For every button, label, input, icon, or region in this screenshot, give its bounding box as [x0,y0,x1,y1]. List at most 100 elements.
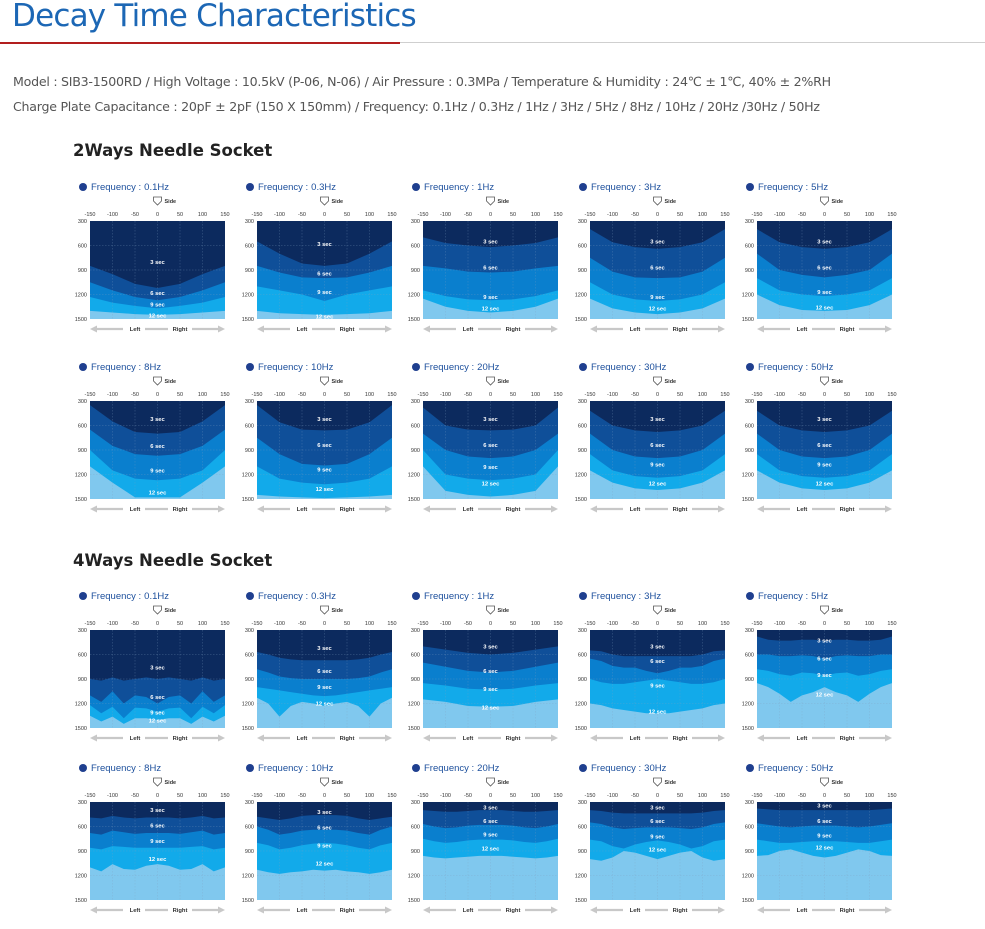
x-tick-label: 150 [220,392,229,398]
frequency-label: Frequency :50Hz [746,763,833,774]
band-region [590,221,725,249]
decay-chart: Side -150 -100 -50 0 50 100 150 300 600 900 1200 150… [242,196,397,333]
x-tick-label: 150 [553,621,562,627]
bullet-dot-icon [79,592,87,600]
y-tick-label: 1200 [242,473,254,479]
band-label: 3 sec [650,644,665,650]
y-tick-label: 300 [578,219,587,225]
y-tick-label: 1500 [575,317,587,323]
x-tick-label: 0 [323,392,326,398]
band-region [90,802,225,819]
decay-chart: Side -150 -100 -50 0 50 100 150 300 600 900 1200 150… [575,605,730,742]
y-tick-label: 300 [245,628,254,634]
y-tick-label: 600 [578,825,587,831]
x-tick-label: 100 [365,621,374,627]
side-label: Side [332,199,344,205]
x-tick-label: -100 [774,621,785,627]
y-tick-label: 600 [745,825,754,831]
frequency-label: Frequency :10Hz [246,763,333,774]
bullet-dot-icon [412,183,420,191]
frequency-label: Frequency :50Hz [746,362,833,373]
side-emitter-icon [320,777,329,787]
left-arrow-icon [257,906,290,914]
left-arrow-icon [590,505,623,513]
decay-chart: Side -150 -100 -50 0 50 100 150 300 600 900 1200 150… [575,376,730,513]
decay-chart: Side -150 -100 -50 0 50 100 150 300 600 900 1200 150… [575,196,730,333]
frequency-value: 5Hz [811,591,829,602]
band-label: 3 sec [150,808,165,814]
x-tick-label: 0 [823,621,826,627]
bullet-dot-icon [246,764,254,772]
bullet-dot-icon [79,363,87,371]
y-tick-label: 600 [245,424,254,430]
x-tick-label: -100 [440,621,451,627]
right-label: Right [673,908,688,914]
y-tick-label: 600 [411,244,420,250]
x-tick-label: -150 [584,212,595,218]
band-label: 6 sec [650,819,665,825]
x-tick-label: 0 [489,793,492,799]
side-emitter-icon [653,196,662,206]
left-arrow-icon [90,505,123,513]
band-label: 6 sec [650,443,665,449]
right-arrow-icon [692,325,725,333]
y-tick-label: 1500 [408,317,420,323]
frequency-value: 3Hz [644,182,662,193]
right-arrow-icon [859,734,892,742]
band-label: 12 sec [149,719,168,725]
x-tick-label: -50 [131,212,139,218]
y-tick-label: 300 [78,800,87,806]
right-label: Right [840,327,855,333]
x-tick-label: 0 [323,621,326,627]
x-tick-label: -150 [84,621,95,627]
side-label: Side [332,379,344,385]
side-label: Side [498,199,510,205]
band-region [590,802,725,814]
x-tick-label: 50 [677,392,683,398]
band-label: 9 sec [483,687,498,693]
band-label: 6 sec [317,443,332,449]
x-tick-label: 150 [720,793,729,799]
frequency-prefix: Frequency : [758,591,809,602]
y-tick-label: 1200 [408,874,420,880]
frequency-label: Frequency :0.3Hz [246,591,336,602]
band-label: 12 sec [482,481,501,487]
x-tick-label: 50 [177,793,183,799]
band-label: 9 sec [817,673,832,679]
side-emitter-icon [320,196,329,206]
y-tick-label: 900 [78,448,87,454]
chart-panel: Frequency :8Hz Side -150 -100 -50 0 50 100 150 30… [73,763,248,919]
right-label: Right [173,908,188,914]
x-tick-label: -100 [107,621,118,627]
side-emitter-icon [153,196,162,206]
right-arrow-icon [359,734,392,742]
x-tick-label: 150 [220,793,229,799]
band-label: 6 sec [817,443,832,449]
y-tick-label: 600 [78,825,87,831]
side-label: Side [498,608,510,614]
side-emitter-icon [653,777,662,787]
band-label: 6 sec [650,659,665,665]
left-label: Left [297,507,308,513]
band-label: 12 sec [649,306,668,312]
x-tick-label: -100 [274,212,285,218]
y-tick-label: 600 [78,653,87,659]
frequency-label: Frequency :1Hz [412,182,494,193]
band-label: 9 sec [150,302,165,308]
y-tick-label: 900 [578,677,587,683]
x-tick-label: -150 [751,212,762,218]
y-tick-label: 900 [578,849,587,855]
band-label: 3 sec [817,417,832,423]
frequency-value: 0.1Hz [144,182,169,193]
bullet-dot-icon [79,764,87,772]
bullet-dot-icon [412,363,420,371]
chart-panel: Frequency :5Hz Side -150 -100 -50 0 50 100 150 30… [740,591,915,747]
x-tick-label: -50 [298,212,306,218]
decay-chart: Side -150 -100 -50 0 50 100 150 300 600 900 1200 150… [742,196,897,333]
band-label: 6 sec [483,266,498,272]
right-label: Right [173,736,188,742]
x-tick-label: 50 [344,212,350,218]
y-tick-label: 1200 [742,702,754,708]
bullet-dot-icon [746,764,754,772]
y-tick-label: 1200 [408,473,420,479]
